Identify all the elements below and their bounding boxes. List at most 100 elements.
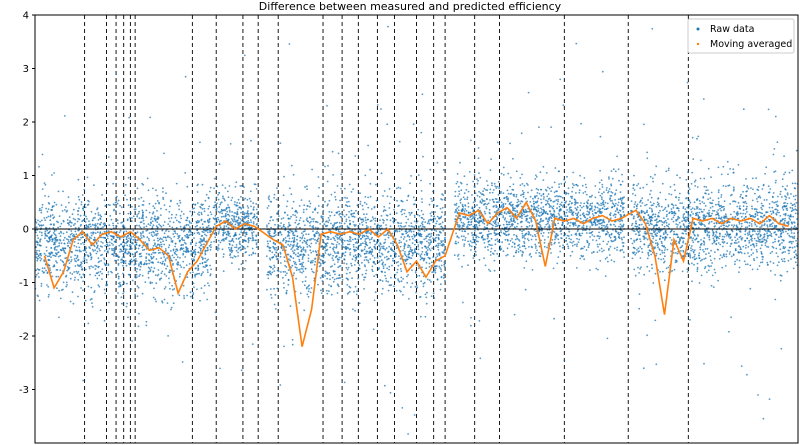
raw-data-point	[344, 196, 346, 199]
raw-data-point	[317, 283, 319, 286]
raw-data-point	[483, 257, 485, 259]
raw-data-point	[124, 194, 126, 197]
raw-data-point	[134, 208, 137, 211]
raw-data-point	[309, 216, 312, 219]
raw-data-point	[117, 199, 120, 202]
raw-data-point	[435, 256, 437, 259]
raw-data-point	[37, 272, 40, 275]
raw-data-point	[120, 296, 123, 299]
raw-data-point	[390, 196, 392, 198]
raw-data-point	[347, 247, 349, 250]
raw-data-point	[399, 257, 402, 260]
raw-data-point	[98, 285, 101, 288]
raw-data-point	[161, 301, 164, 304]
raw-data-point	[37, 295, 39, 298]
raw-data-point	[103, 319, 106, 322]
raw-data-point	[231, 223, 234, 225]
raw-data-point	[558, 214, 561, 216]
raw-data-point	[240, 263, 243, 266]
raw-data-point	[530, 220, 533, 223]
raw-data-point	[128, 260, 131, 263]
raw-data-point	[200, 203, 203, 206]
raw-data-point	[118, 238, 121, 241]
raw-data-point	[279, 142, 282, 145]
raw-data-point	[437, 253, 440, 255]
raw-data-point	[366, 235, 369, 238]
raw-data-point	[89, 223, 91, 226]
raw-data-point	[296, 243, 299, 246]
raw-data-point	[320, 289, 322, 292]
raw-data-point	[288, 43, 291, 45]
raw-data-point	[275, 198, 278, 201]
raw-data-point	[161, 263, 164, 265]
raw-data-point	[488, 211, 491, 214]
raw-data-point	[614, 225, 617, 228]
raw-data-point	[116, 272, 119, 275]
raw-data-point	[146, 236, 149, 239]
raw-data-point	[156, 244, 159, 246]
raw-data-point	[443, 265, 446, 268]
raw-data-point	[219, 367, 221, 370]
raw-data-point	[84, 203, 86, 206]
raw-data-point	[149, 281, 152, 283]
raw-data-point	[432, 190, 434, 193]
raw-data-point	[585, 193, 588, 196]
raw-data-point	[426, 222, 429, 225]
raw-data-point	[589, 226, 592, 228]
raw-data-point	[390, 284, 393, 286]
raw-data-point	[342, 246, 345, 249]
raw-data-point	[35, 251, 38, 254]
raw-data-point	[298, 205, 301, 207]
raw-data-point	[185, 264, 188, 266]
raw-data-point	[623, 236, 625, 239]
raw-data-point	[357, 225, 360, 228]
raw-data-point	[124, 251, 127, 254]
raw-data-point	[147, 266, 150, 269]
raw-data-point	[309, 291, 312, 294]
raw-data-point	[71, 213, 74, 216]
raw-data-point	[144, 241, 147, 244]
raw-data-point	[88, 220, 90, 223]
raw-data-point	[327, 236, 330, 239]
raw-data-point	[37, 237, 40, 240]
raw-data-point	[130, 258, 133, 261]
raw-data-point	[405, 215, 408, 218]
raw-data-point	[474, 192, 477, 195]
raw-data-point	[191, 233, 194, 236]
raw-data-point	[103, 262, 106, 265]
raw-data-point	[429, 243, 431, 245]
raw-data-point	[422, 218, 425, 221]
raw-data-point	[565, 240, 567, 242]
raw-data-point	[243, 54, 246, 57]
raw-data-point	[192, 282, 195, 285]
raw-data-point	[129, 216, 131, 219]
raw-data-point	[534, 243, 537, 246]
raw-data-point	[132, 238, 135, 241]
raw-data-point	[466, 183, 468, 186]
raw-data-point	[386, 267, 388, 270]
raw-data-point	[299, 239, 302, 242]
raw-data-point	[430, 215, 433, 217]
raw-data-point	[459, 161, 461, 164]
raw-data-point	[55, 229, 57, 231]
raw-data-point	[136, 239, 139, 242]
raw-data-point	[457, 205, 460, 208]
raw-data-point	[287, 230, 289, 233]
raw-data-point	[269, 288, 272, 290]
raw-data-point	[215, 207, 218, 210]
raw-data-point	[171, 284, 174, 287]
raw-data-point	[530, 255, 533, 258]
raw-data-point	[181, 244, 183, 246]
raw-data-point	[510, 192, 513, 195]
raw-data-point	[73, 235, 76, 238]
raw-data-point	[339, 215, 342, 218]
raw-data-point	[40, 231, 43, 234]
raw-data-point	[235, 246, 238, 249]
raw-data-point	[580, 122, 582, 125]
raw-data-point	[204, 199, 207, 202]
raw-data-point	[41, 188, 44, 191]
raw-data-point	[273, 193, 276, 196]
raw-data-point	[420, 233, 422, 236]
raw-data-point	[423, 230, 426, 232]
raw-data-point	[348, 183, 351, 186]
